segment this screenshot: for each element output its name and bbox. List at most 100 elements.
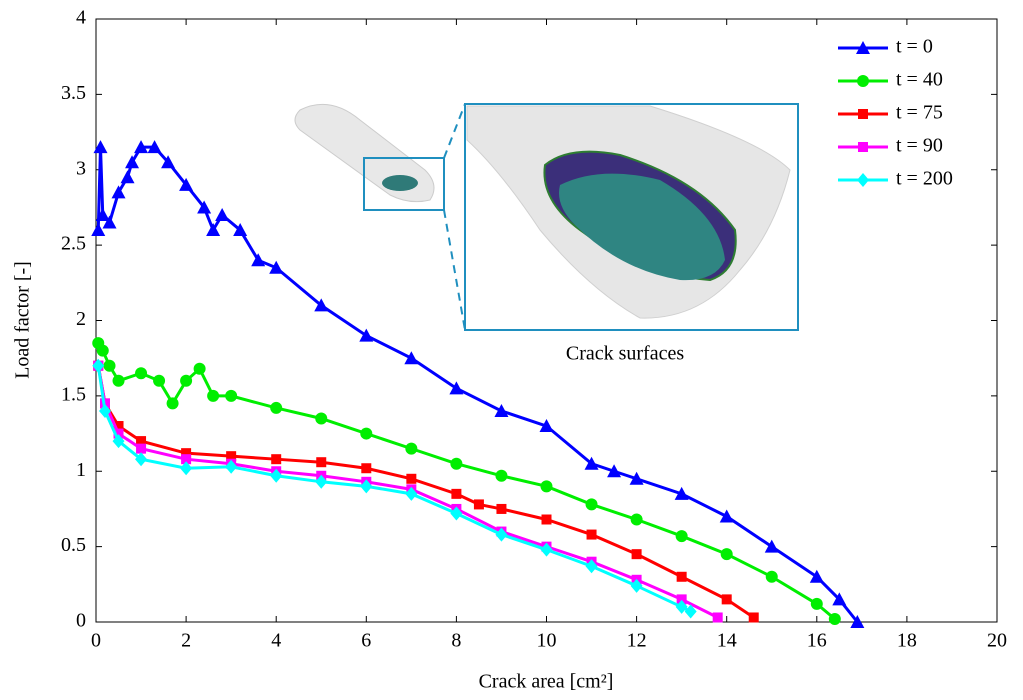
marker [270, 401, 283, 414]
y-tick-label: 4 [76, 7, 86, 29]
marker [585, 498, 598, 511]
marker [360, 479, 373, 494]
marker [215, 207, 230, 221]
x-tick-label: 4 [271, 630, 281, 652]
marker [314, 298, 329, 312]
marker [251, 253, 266, 267]
marker [136, 443, 147, 454]
marker [857, 75, 869, 87]
marker [585, 559, 598, 574]
marker [495, 469, 508, 482]
marker [269, 260, 284, 274]
y-tick-label: 3 [76, 157, 86, 179]
marker [856, 41, 870, 54]
marker [206, 223, 221, 237]
marker [271, 454, 282, 465]
marker [233, 223, 248, 237]
marker [112, 434, 125, 449]
x-tick-label: 18 [897, 630, 917, 652]
marker [135, 452, 148, 467]
inset-caption: Crack surfaces [566, 343, 684, 365]
marker [112, 374, 125, 387]
marker [315, 412, 328, 425]
marker [676, 594, 687, 605]
marker [405, 486, 418, 501]
marker [360, 427, 373, 440]
marker [828, 612, 841, 625]
marker [225, 459, 238, 474]
zoom-connector [443, 209, 466, 331]
legend-label: t = 0 [896, 36, 933, 58]
marker [809, 569, 824, 583]
marker [449, 381, 464, 395]
legend-label: t = 75 [896, 102, 943, 124]
marker [810, 597, 823, 610]
marker [684, 604, 697, 619]
x-tick-label: 12 [627, 630, 647, 652]
x-axis-label: Crack area [cm²] [479, 671, 614, 693]
marker [494, 403, 509, 417]
marker [180, 461, 193, 476]
zoom-box [363, 157, 445, 211]
marker [721, 594, 732, 605]
marker [720, 548, 733, 561]
marker [125, 155, 140, 169]
marker [748, 612, 759, 623]
series-line [96, 365, 755, 619]
marker [405, 442, 418, 455]
marker [226, 451, 237, 462]
x-tick-label: 14 [717, 630, 737, 652]
marker [225, 389, 238, 402]
marker [676, 571, 687, 582]
marker [629, 471, 644, 485]
inset: Crack surfaces [294, 103, 799, 365]
marker [315, 474, 328, 489]
x-tick-label: 6 [361, 630, 371, 652]
marker [102, 215, 117, 229]
marker [135, 367, 148, 380]
marker [111, 185, 126, 199]
marker [180, 374, 193, 387]
marker [161, 155, 176, 169]
marker [450, 457, 463, 470]
marker [850, 615, 865, 628]
y-tick-label: 1 [76, 459, 86, 481]
marker [270, 468, 283, 483]
zoom-connector [443, 103, 466, 159]
marker [540, 542, 553, 557]
marker [473, 499, 484, 510]
marker [134, 140, 149, 154]
marker [832, 592, 847, 606]
marker [197, 200, 212, 214]
marker [631, 549, 642, 560]
marker [179, 177, 194, 191]
marker [147, 140, 162, 154]
legend-label: t = 200 [896, 168, 953, 190]
x-tick-label: 8 [451, 630, 461, 652]
marker [675, 530, 688, 543]
y-axis-label: Load factor [-] [12, 261, 34, 379]
marker [539, 419, 554, 433]
x-tick-label: 0 [91, 630, 101, 652]
marker [857, 173, 869, 187]
marker [166, 397, 179, 410]
marker [93, 140, 108, 154]
y-tick-label: 0.5 [61, 534, 86, 556]
marker [540, 480, 553, 493]
marker [765, 570, 778, 583]
series [93, 360, 759, 623]
marker [120, 170, 135, 184]
marker [92, 358, 105, 373]
marker [712, 612, 723, 623]
marker [451, 488, 462, 499]
x-tick-label: 16 [807, 630, 827, 652]
marker [719, 509, 734, 523]
y-tick-label: 2 [76, 308, 86, 330]
legend-box [829, 29, 991, 206]
marker [450, 506, 463, 521]
marker [181, 454, 192, 465]
marker [404, 351, 419, 365]
marker [607, 464, 622, 478]
crack-thumbnail [382, 175, 418, 191]
